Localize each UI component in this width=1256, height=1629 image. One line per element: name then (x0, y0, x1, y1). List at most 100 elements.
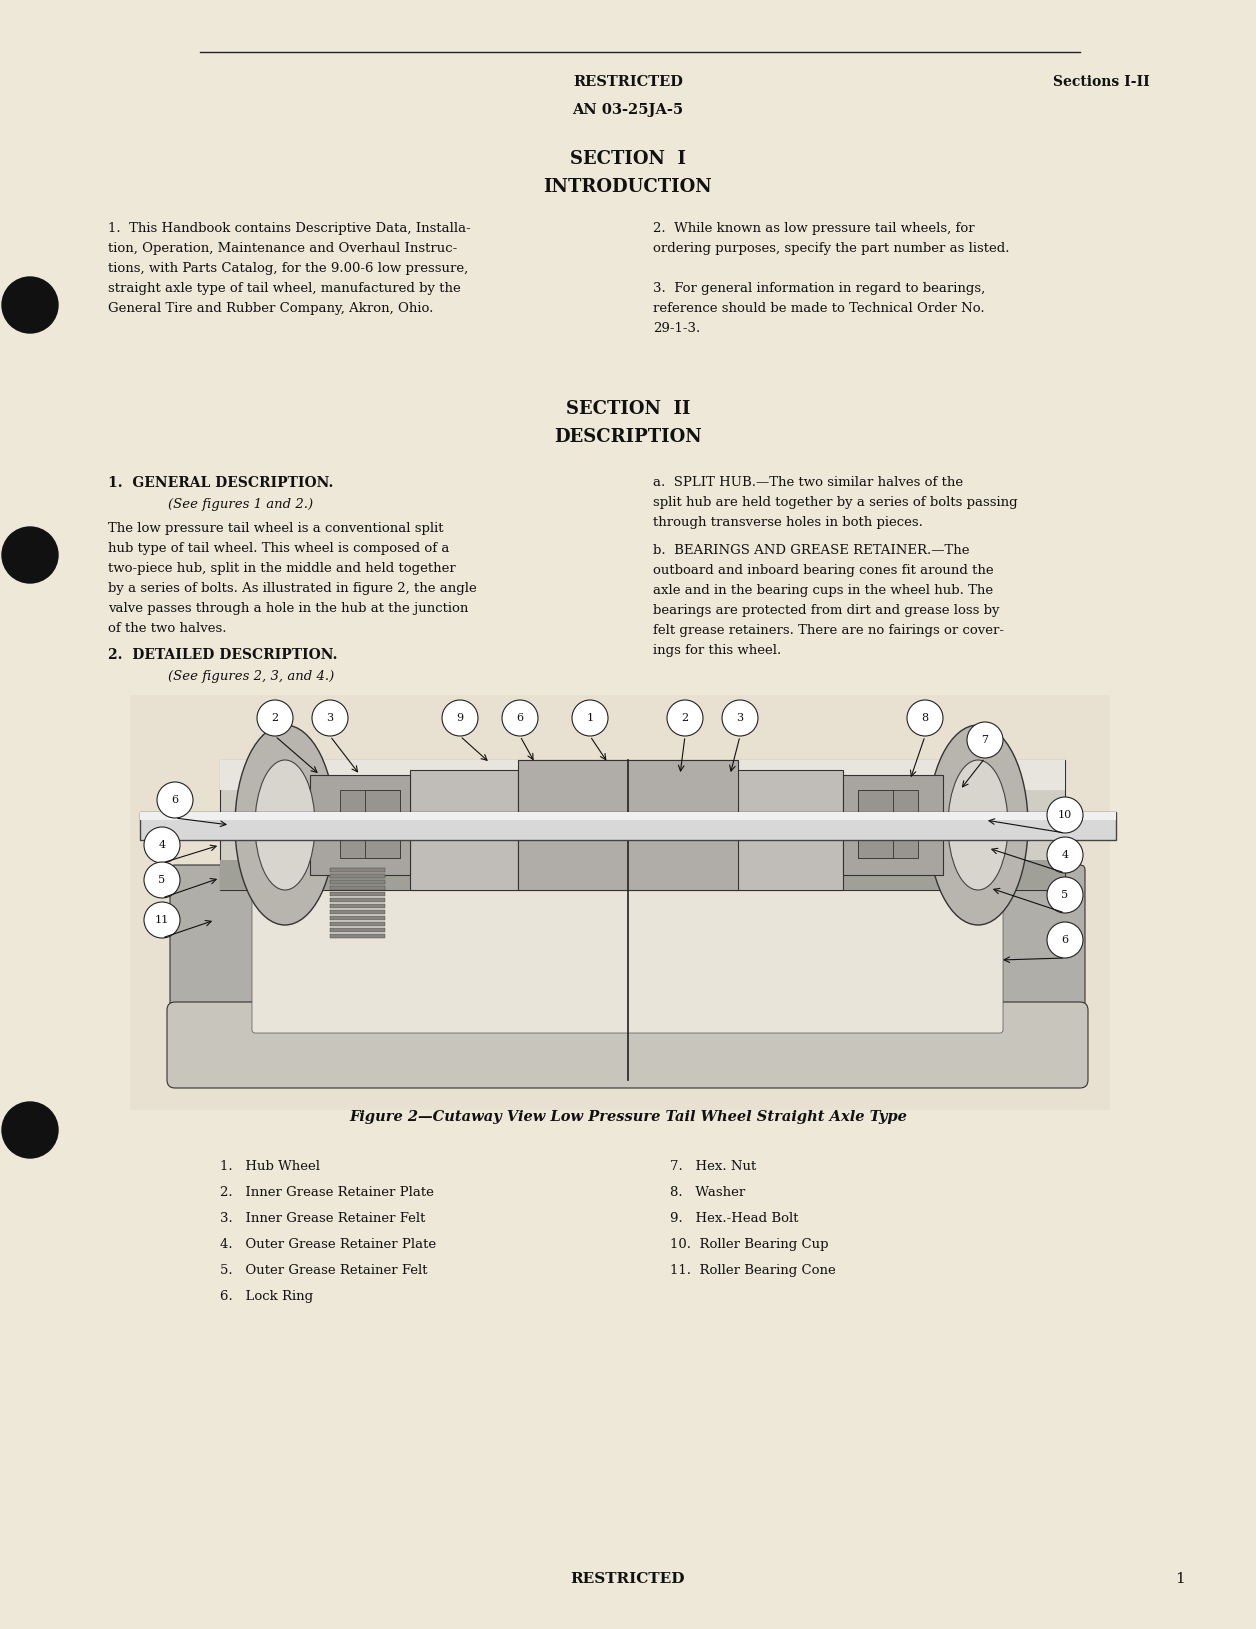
Text: 6: 6 (171, 795, 178, 805)
Ellipse shape (235, 725, 335, 925)
Text: The low pressure tail wheel is a conventional split: The low pressure tail wheel is a convent… (108, 521, 443, 534)
Circle shape (722, 700, 759, 736)
Circle shape (907, 700, 943, 736)
Circle shape (3, 528, 58, 583)
Bar (220, 761, 1065, 889)
Circle shape (144, 828, 180, 863)
Circle shape (1048, 876, 1083, 912)
Bar (220, 860, 1065, 889)
Text: SECTION  I: SECTION I (570, 150, 686, 168)
Circle shape (1048, 797, 1083, 832)
FancyBboxPatch shape (252, 867, 1004, 1033)
Text: 4.   Outer Grease Retainer Plate: 4. Outer Grease Retainer Plate (220, 1238, 436, 1251)
Circle shape (502, 700, 538, 736)
Text: by a series of bolts. As illustrated in figure 2, the angle: by a series of bolts. As illustrated in … (108, 582, 477, 595)
Bar (330, 880, 386, 885)
Text: felt grease retainers. There are no fairings or cover-: felt grease retainers. There are no fair… (653, 624, 1004, 637)
Circle shape (3, 277, 58, 332)
Text: tions, with Parts Catalog, for the 9.00-6 low pressure,: tions, with Parts Catalog, for the 9.00-… (108, 262, 468, 275)
Text: 29-1-3.: 29-1-3. (653, 323, 701, 336)
Text: tion, Operation, Maintenance and Overhaul Instruc-: tion, Operation, Maintenance and Overhau… (108, 243, 457, 256)
Bar (330, 886, 386, 889)
Text: 6: 6 (1061, 935, 1069, 945)
Ellipse shape (948, 761, 1009, 889)
Text: 2: 2 (682, 714, 688, 723)
Text: 3.  For general information in regard to bearings,: 3. For general information in regard to … (653, 282, 985, 295)
Bar (858, 790, 918, 858)
Bar (330, 915, 386, 920)
Text: 4: 4 (1061, 850, 1069, 860)
Text: ordering purposes, specify the part number as listed.: ordering purposes, specify the part numb… (653, 243, 1010, 256)
Text: 9.   Hex.-Head Bolt: 9. Hex.-Head Bolt (669, 1212, 799, 1225)
Circle shape (257, 700, 293, 736)
Text: 6: 6 (516, 714, 524, 723)
Text: Figure 2—Cutaway View Low Pressure Tail Wheel Straight Axle Type: Figure 2—Cutaway View Low Pressure Tail … (349, 1109, 907, 1124)
Bar (330, 929, 386, 932)
FancyBboxPatch shape (916, 865, 1085, 1056)
Text: outboard and inboard bearing cones fit around the: outboard and inboard bearing cones fit a… (653, 564, 993, 577)
Bar (139, 811, 1117, 841)
Text: 1: 1 (1176, 1572, 1184, 1587)
Bar (220, 761, 1065, 790)
Bar (330, 893, 386, 896)
Text: 7.   Hex. Nut: 7. Hex. Nut (669, 1160, 756, 1173)
Text: 11: 11 (154, 915, 170, 925)
Bar (330, 922, 386, 925)
Text: 3: 3 (736, 714, 744, 723)
Text: 3.   Inner Grease Retainer Felt: 3. Inner Grease Retainer Felt (220, 1212, 426, 1225)
Text: a.  SPLIT HUB.—The two similar halves of the: a. SPLIT HUB.—The two similar halves of … (653, 476, 963, 489)
Text: 1.  This Handbook contains Descriptive Data, Installa-: 1. This Handbook contains Descriptive Da… (108, 222, 471, 235)
Bar (330, 933, 386, 938)
Bar (330, 911, 386, 914)
Text: straight axle type of tail wheel, manufactured by the: straight axle type of tail wheel, manufa… (108, 282, 461, 295)
Text: Sections I-II: Sections I-II (1054, 75, 1150, 90)
FancyBboxPatch shape (167, 1002, 1088, 1088)
Bar (517, 761, 739, 889)
Bar (409, 771, 517, 889)
Circle shape (157, 782, 193, 818)
Text: 8: 8 (922, 714, 928, 723)
Text: bearings are protected from dirt and grease loss by: bearings are protected from dirt and gre… (653, 604, 1000, 617)
Text: 2.  While known as low pressure tail wheels, for: 2. While known as low pressure tail whee… (653, 222, 975, 235)
Text: of the two halves.: of the two halves. (108, 622, 226, 635)
Text: 1: 1 (587, 714, 594, 723)
Text: (See figures 2, 3, and 4.): (See figures 2, 3, and 4.) (168, 670, 334, 683)
Bar (330, 875, 386, 878)
Circle shape (1048, 837, 1083, 873)
Text: 5: 5 (1061, 889, 1069, 899)
Text: 11.  Roller Bearing Cone: 11. Roller Bearing Cone (669, 1264, 835, 1277)
Text: 1.  GENERAL DESCRIPTION.: 1. GENERAL DESCRIPTION. (108, 476, 333, 490)
Circle shape (3, 1101, 58, 1158)
Text: split hub are held together by a series of bolts passing: split hub are held together by a series … (653, 495, 1017, 508)
Bar (735, 771, 843, 889)
Ellipse shape (255, 761, 315, 889)
Text: RESTRICTED: RESTRICTED (570, 1572, 686, 1587)
Text: 3: 3 (327, 714, 334, 723)
Text: (See figures 1 and 2.): (See figures 1 and 2.) (168, 498, 313, 512)
Bar (330, 898, 386, 902)
Circle shape (144, 902, 180, 938)
Bar (310, 775, 409, 875)
Text: hub type of tail wheel. This wheel is composed of a: hub type of tail wheel. This wheel is co… (108, 542, 450, 555)
Text: 2: 2 (271, 714, 279, 723)
Text: valve passes through a hole in the hub at the junction: valve passes through a hole in the hub a… (108, 603, 468, 616)
Text: 9: 9 (456, 714, 463, 723)
Text: 5.   Outer Grease Retainer Felt: 5. Outer Grease Retainer Felt (220, 1264, 427, 1277)
Bar (131, 696, 1110, 1109)
Ellipse shape (928, 725, 1027, 925)
Text: General Tire and Rubber Company, Akron, Ohio.: General Tire and Rubber Company, Akron, … (108, 301, 433, 314)
Text: 10.  Roller Bearing Cup: 10. Roller Bearing Cup (669, 1238, 829, 1251)
Circle shape (967, 722, 1004, 757)
Bar (858, 790, 893, 858)
Text: b.  BEARINGS AND GREASE RETAINER.—The: b. BEARINGS AND GREASE RETAINER.—The (653, 544, 970, 557)
Circle shape (442, 700, 479, 736)
Text: 6.   Lock Ring: 6. Lock Ring (220, 1290, 313, 1303)
Text: two-piece hub, split in the middle and held together: two-piece hub, split in the middle and h… (108, 562, 456, 575)
Text: 1.   Hub Wheel: 1. Hub Wheel (220, 1160, 320, 1173)
Text: AN 03-25JA-5: AN 03-25JA-5 (573, 103, 683, 117)
Text: axle and in the bearing cups in the wheel hub. The: axle and in the bearing cups in the whee… (653, 585, 993, 596)
Circle shape (144, 862, 180, 898)
Text: 7: 7 (981, 735, 988, 744)
Text: 2.   Inner Grease Retainer Plate: 2. Inner Grease Retainer Plate (220, 1186, 433, 1199)
Text: DESCRIPTION: DESCRIPTION (554, 428, 702, 446)
